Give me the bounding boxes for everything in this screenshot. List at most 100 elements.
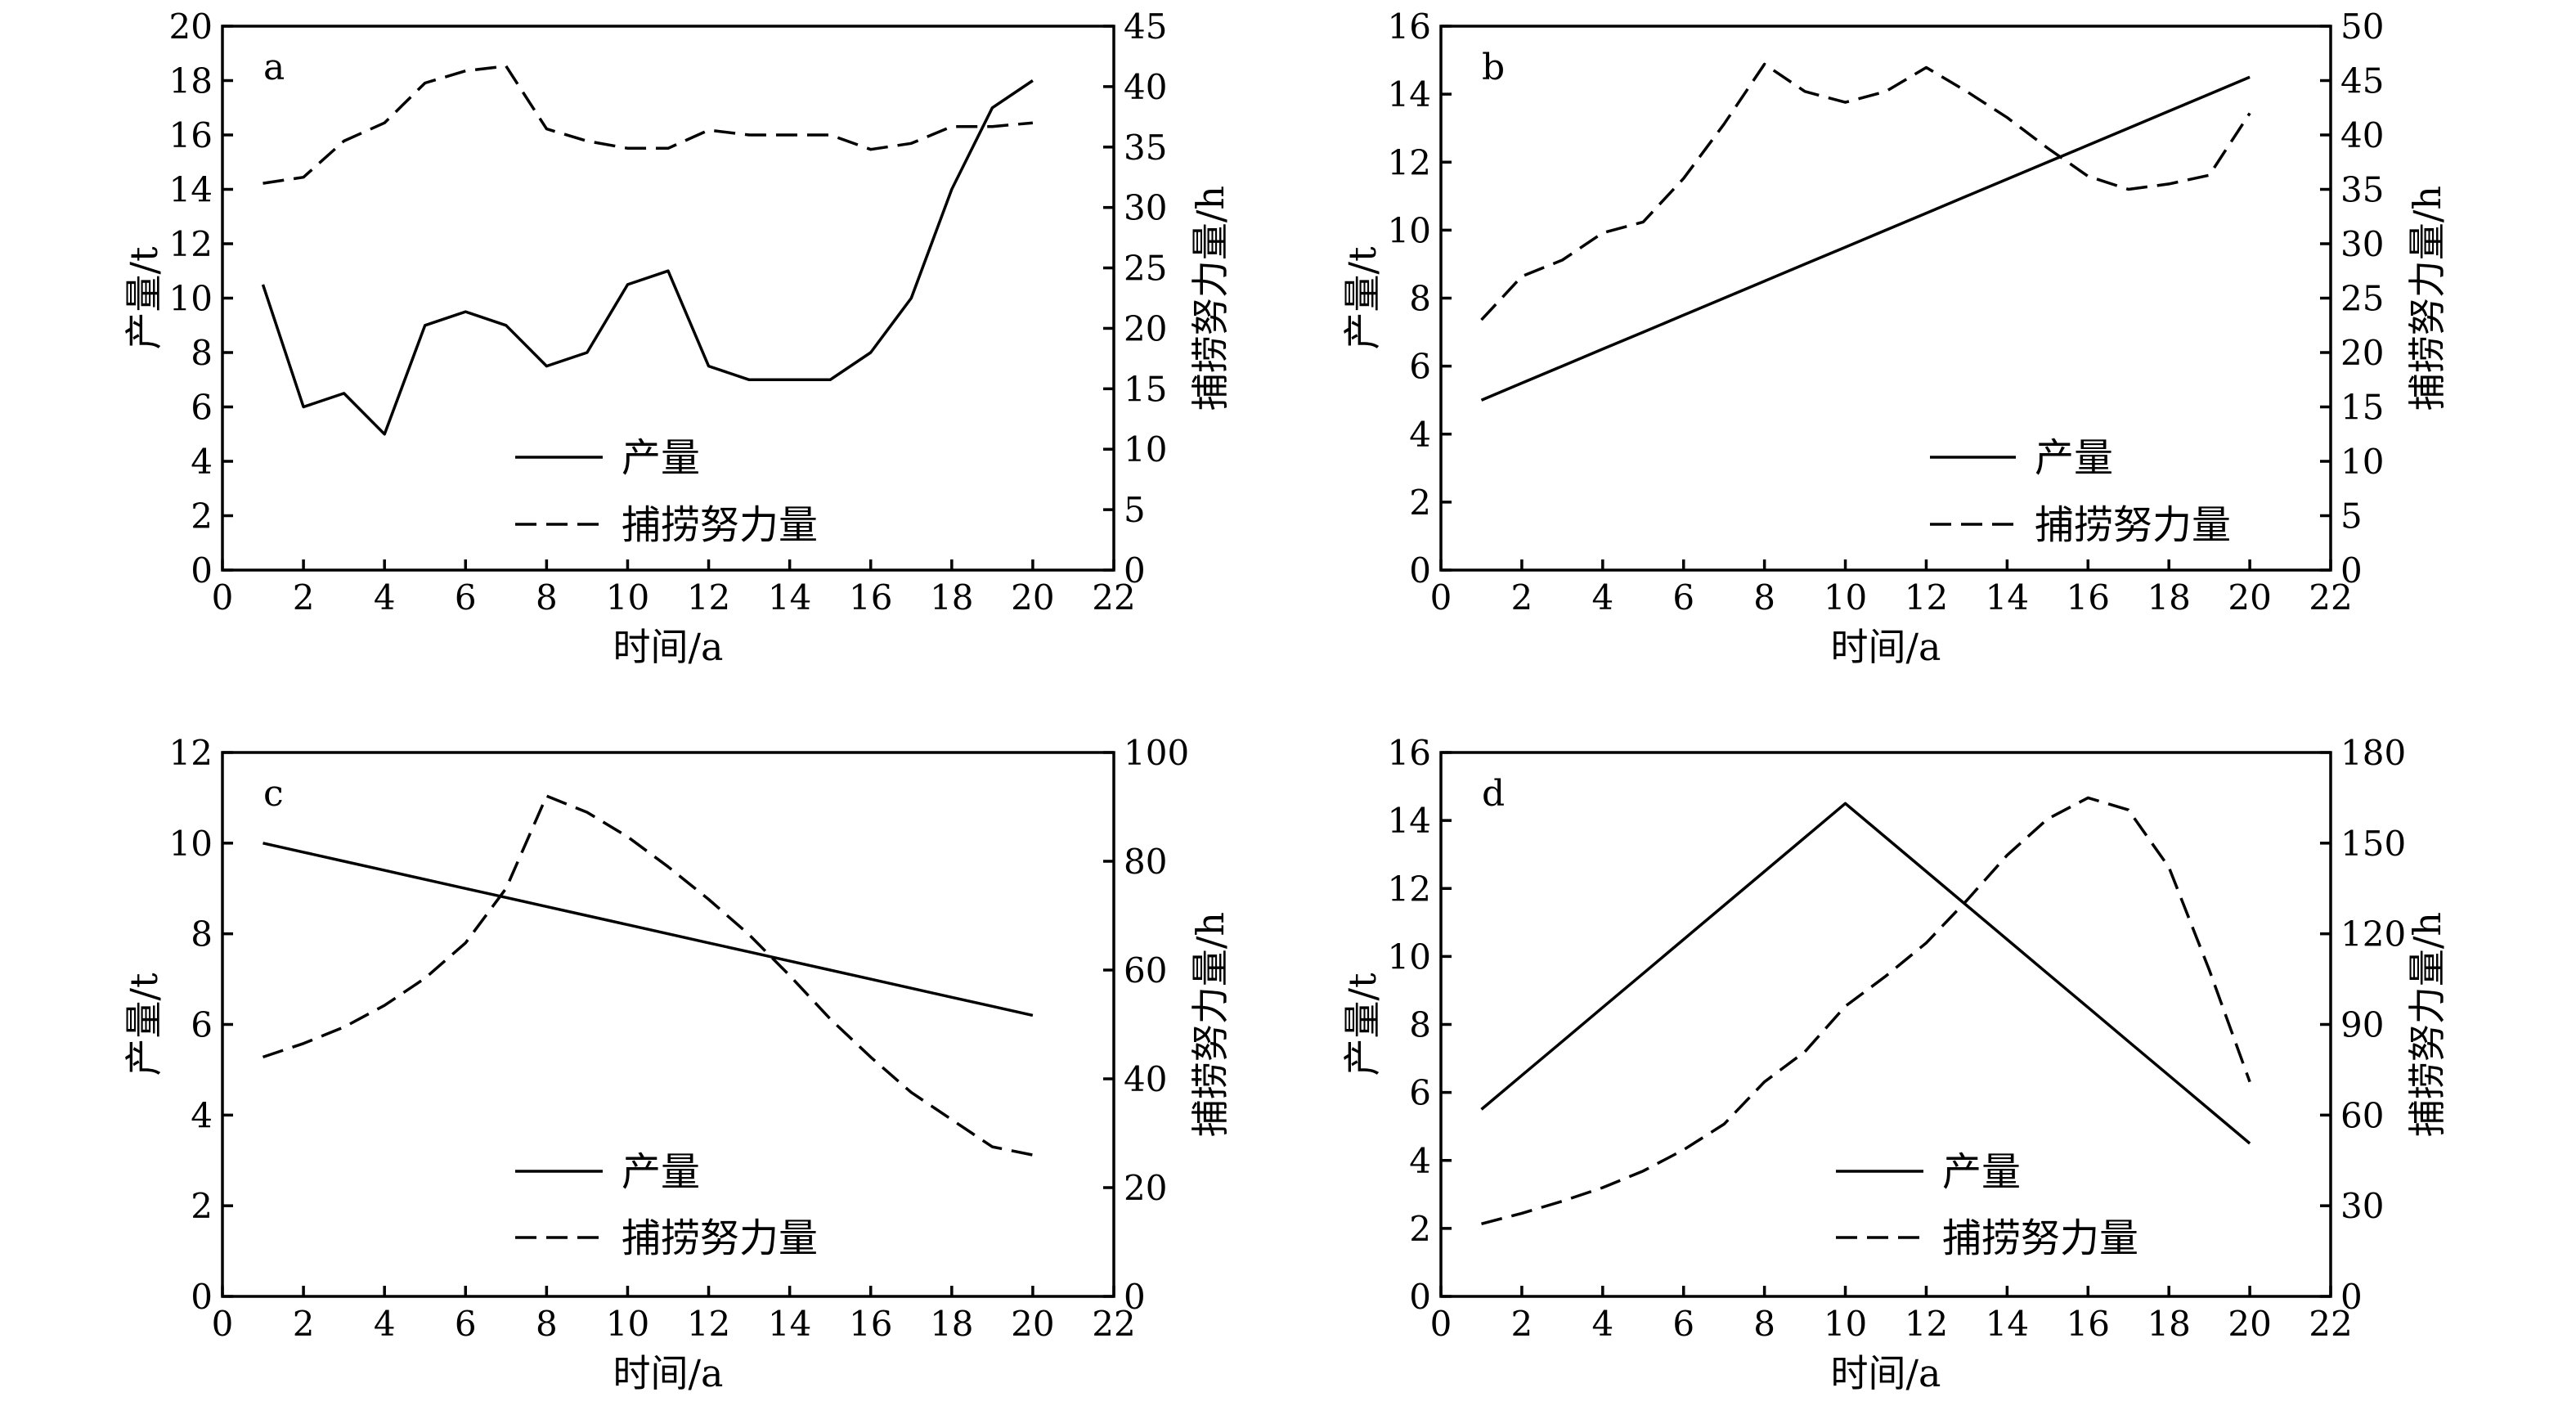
x-axis-title: 时间/a — [1831, 1351, 1941, 1395]
plot-frame — [1439, 751, 2332, 1298]
y2-axis-title: 捕捞努力量/h — [1188, 912, 1232, 1137]
x-tick-label: 6 — [455, 577, 477, 618]
legend-label: 捕捞努力量 — [622, 502, 818, 548]
panel-letter: c — [263, 773, 284, 815]
y-tick-label: 14 — [1388, 74, 1431, 115]
y-tick-label: 2 — [191, 1186, 213, 1226]
legend-label: 产量 — [1942, 1149, 2021, 1195]
x-tick-label: 10 — [606, 1304, 649, 1344]
panel-d: 0 2 4 6 8 10 12 14 16 18 20 22024681012141603060901… — [1340, 733, 2449, 1395]
plot-frame — [221, 25, 1115, 572]
x-tick-label: 0 — [1430, 1304, 1452, 1344]
plot-frame — [1439, 25, 2332, 572]
effort-series-line — [262, 794, 1034, 1157]
x-tick-label: 18 — [2147, 577, 2190, 618]
y2-tick-label: 20 — [2340, 333, 2384, 373]
panel-letter: d — [1482, 773, 1505, 815]
y2-tick-label: 100 — [1124, 733, 1189, 773]
y2-tick-label: 60 — [2340, 1095, 2384, 1135]
x-tick-label: 0 — [212, 577, 234, 618]
y2-tick-label: 30 — [1124, 188, 1167, 228]
y2-tick-label: 45 — [2340, 61, 2384, 101]
x-tick-label: 4 — [1591, 577, 1613, 618]
y2-tick-label: 40 — [1124, 1059, 1167, 1099]
y-tick-label: 14 — [1388, 801, 1431, 841]
x-tick-label: 18 — [2147, 1304, 2190, 1344]
y-tick-label: 6 — [191, 1005, 213, 1045]
x-tick-label: 18 — [930, 577, 973, 618]
x-axis-title: 时间/a — [1831, 625, 1941, 669]
y2-tick-label: 20 — [1124, 1168, 1167, 1208]
y2-tick-label: 15 — [1124, 369, 1167, 409]
y-tick-label: 20 — [169, 7, 213, 47]
y2-tick-label: 90 — [2340, 1005, 2384, 1045]
x-tick-label: 8 — [1753, 1304, 1775, 1344]
y2-tick-label: 5 — [1124, 490, 1146, 530]
legend-label: 产量 — [2035, 435, 2113, 481]
y-tick-label: 0 — [191, 1277, 213, 1317]
legend-label: 产量 — [622, 435, 700, 481]
x-tick-label: 16 — [849, 1304, 892, 1344]
x-tick-label: 20 — [1011, 1304, 1054, 1344]
y-tick-label: 18 — [169, 61, 213, 101]
y-tick-label: 10 — [1388, 937, 1431, 977]
y2-tick-label: 35 — [1124, 128, 1167, 168]
y-tick-label: 10 — [1388, 210, 1431, 250]
y2-tick-label: 180 — [2340, 733, 2406, 773]
x-tick-label: 22 — [1092, 1304, 1135, 1344]
y-tick-label: 8 — [1409, 279, 1431, 319]
effort-series-line — [1480, 62, 2251, 321]
y-tick-label: 4 — [191, 1095, 213, 1135]
x-tick-label: 2 — [293, 577, 315, 618]
y2-tick-label: 40 — [2340, 115, 2384, 155]
y-tick-label: 16 — [169, 115, 213, 155]
x-tick-label: 16 — [2067, 1304, 2110, 1344]
x-tick-label: 12 — [1905, 577, 1948, 618]
x-tick-label: 4 — [374, 577, 396, 618]
x-tick-label: 6 — [1672, 577, 1694, 618]
y2-tick-label: 25 — [2340, 279, 2384, 319]
y2-tick-label: 10 — [1124, 429, 1167, 469]
y2-tick-label: 35 — [2340, 170, 2384, 210]
y2-tick-label: 45 — [1124, 7, 1167, 47]
x-tick-label: 12 — [1905, 1304, 1948, 1344]
y-tick-label: 2 — [1409, 483, 1431, 523]
y2-tick-label: 20 — [1124, 308, 1167, 348]
x-tick-label: 12 — [687, 1304, 730, 1344]
y-tick-label: 12 — [1388, 142, 1431, 182]
yield-series-line — [1480, 75, 2251, 402]
x-tick-label: 4 — [374, 1304, 396, 1344]
x-tick-label: 16 — [2067, 577, 2110, 618]
x-axis-title: 时间/a — [613, 1351, 724, 1395]
effort-series-line — [263, 65, 1034, 185]
y2-tick-label: 150 — [2340, 824, 2406, 864]
panel-c: 0 2 4 6 8 10 12 14 16 18 20 22024681012020406080100… — [122, 733, 1232, 1395]
y-tick-label: 6 — [1409, 347, 1431, 387]
y2-tick-label: 0 — [2340, 1277, 2363, 1317]
y2-tick-label: 30 — [2340, 1186, 2384, 1226]
y-tick-label: 8 — [191, 914, 213, 955]
y2-tick-label: 0 — [1124, 1277, 1146, 1317]
x-tick-label: 0 — [1430, 577, 1452, 618]
y-tick-label: 16 — [1388, 7, 1431, 47]
legend-label: 捕捞努力量 — [1942, 1215, 2138, 1261]
x-tick-label: 20 — [1011, 577, 1054, 618]
x-tick-label: 8 — [536, 577, 558, 618]
x-tick-label: 12 — [687, 577, 730, 618]
y-tick-label: 6 — [191, 388, 213, 428]
x-tick-label: 10 — [606, 577, 649, 618]
x-tick-label: 22 — [1092, 577, 1135, 618]
y2-tick-label: 50 — [2340, 7, 2384, 47]
x-axis-title: 时间/a — [613, 625, 724, 669]
legend-label: 产量 — [622, 1149, 700, 1195]
y-tick-label: 0 — [191, 550, 213, 591]
panel-letter: b — [1482, 47, 1505, 88]
y-tick-label: 10 — [169, 824, 213, 864]
y2-tick-label: 40 — [1124, 67, 1167, 107]
x-tick-label: 2 — [1511, 577, 1533, 618]
x-tick-label: 2 — [293, 1304, 315, 1344]
y-tick-label: 0 — [1409, 550, 1431, 591]
